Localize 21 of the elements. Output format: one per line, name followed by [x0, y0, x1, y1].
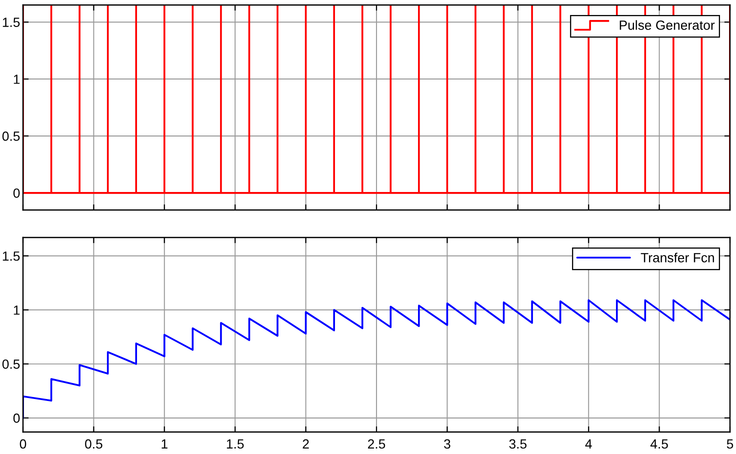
- x-tick-label: 0.5: [85, 439, 102, 449]
- y-tick-label: 0: [13, 188, 20, 198]
- y-tick-label: 1.5: [2, 252, 20, 261]
- legend-label: Transfer Fcn: [640, 252, 714, 262]
- y-tick-label: 0: [13, 414, 20, 423]
- legend-label: Pulse Generator: [620, 20, 715, 30]
- x-tick-label: 1.5: [226, 439, 244, 449]
- x-tick-label: 4: [585, 439, 592, 449]
- x-tick-label: 1: [162, 439, 168, 449]
- y-tick-label: 1: [14, 74, 20, 84]
- y-tick-label: 0.5: [2, 132, 20, 141]
- x-tick-label: 2: [302, 439, 309, 449]
- y-tick-label: 0.5: [2, 359, 20, 369]
- x-tick-label: 2.5: [368, 439, 386, 449]
- x-tick-label: 3: [444, 439, 450, 449]
- x-tick-label: 4.5: [650, 439, 668, 449]
- y-tick-label: 1.5: [2, 18, 20, 27]
- y-tick-label: 1: [14, 306, 20, 315]
- x-tick-label: 3.5: [509, 439, 527, 449]
- x-tick-label: 5: [726, 439, 734, 449]
- line-series: [23, 299, 730, 419]
